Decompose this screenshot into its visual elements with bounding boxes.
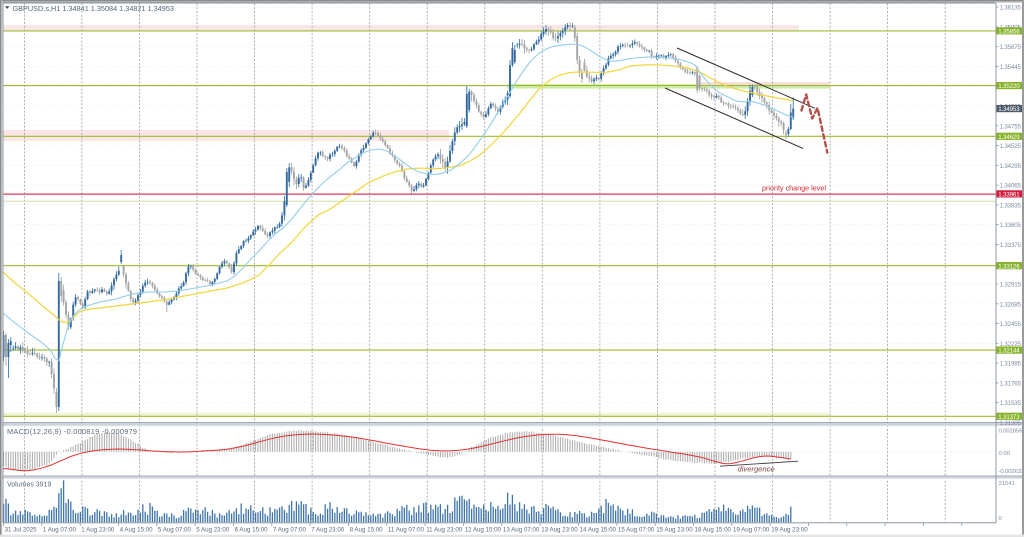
svg-text:7 Aug 07:00: 7 Aug 07:00 bbox=[273, 526, 307, 533]
svg-text:1.34629: 1.34629 bbox=[998, 134, 1020, 141]
svg-text:8 Aug 15:00: 8 Aug 15:00 bbox=[350, 526, 384, 533]
svg-text:31 Jul 2025: 31 Jul 2025 bbox=[5, 526, 38, 533]
svg-text:1.31765: 1.31765 bbox=[1000, 380, 1022, 387]
svg-text:MACD(12,26,9) -0.000819 -0.000: MACD(12,26,9) -0.000819 -0.000979 bbox=[7, 427, 137, 436]
svg-text:-0.002632: -0.002632 bbox=[999, 469, 1024, 475]
svg-text:1.33605: 1.33605 bbox=[1000, 222, 1022, 229]
svg-text:12 Aug 15:00: 12 Aug 15:00 bbox=[465, 526, 502, 533]
svg-text:1.32144: 1.32144 bbox=[998, 348, 1020, 355]
svg-text:1.32915: 1.32915 bbox=[1000, 282, 1022, 289]
svg-text:1.34065: 1.34065 bbox=[1000, 183, 1022, 190]
svg-text:divergence: divergence bbox=[738, 464, 775, 473]
svg-text:GBPUSD.s,H1 1.34841 1.35084 1: GBPUSD.s,H1 1.34841 1.35084 1.34821 1.34… bbox=[13, 4, 174, 13]
svg-text:1.35220: 1.35220 bbox=[998, 83, 1020, 90]
svg-text:18 Aug 15:00: 18 Aug 15:00 bbox=[695, 526, 732, 533]
svg-text:0.00: 0.00 bbox=[999, 451, 1011, 457]
svg-text:5 Aug 07:00: 5 Aug 07:00 bbox=[158, 526, 192, 533]
svg-text:15 Aug 23:00: 15 Aug 23:00 bbox=[656, 526, 693, 533]
svg-text:1.32225: 1.32225 bbox=[1000, 341, 1022, 348]
svg-text:Volumes 3919: Volumes 3919 bbox=[7, 482, 51, 489]
svg-text:11 Aug 23:00: 11 Aug 23:00 bbox=[426, 526, 463, 533]
svg-text:4 Aug 15:00: 4 Aug 15:00 bbox=[120, 526, 154, 533]
svg-text:1.35675: 1.35675 bbox=[1000, 44, 1022, 51]
svg-text:1.34295: 1.34295 bbox=[1000, 163, 1022, 170]
svg-text:21541: 21541 bbox=[999, 481, 1015, 487]
svg-text:14 Aug 15:00: 14 Aug 15:00 bbox=[580, 526, 617, 533]
svg-text:1.32455: 1.32455 bbox=[1000, 321, 1022, 328]
svg-text:0.002856: 0.002856 bbox=[999, 428, 1024, 434]
svg-text:19 Aug 23:00: 19 Aug 23:00 bbox=[771, 526, 808, 533]
svg-text:0: 0 bbox=[999, 516, 1003, 522]
svg-text:1.33375: 1.33375 bbox=[1000, 242, 1022, 249]
svg-text:1.33835: 1.33835 bbox=[1000, 202, 1022, 209]
svg-text:1.34755: 1.34755 bbox=[1000, 123, 1022, 130]
svg-text:1.31305: 1.31305 bbox=[1000, 420, 1022, 427]
svg-text:7 Aug 23:00: 7 Aug 23:00 bbox=[311, 526, 345, 533]
svg-text:1.33961: 1.33961 bbox=[998, 192, 1020, 199]
svg-text:1.31995: 1.31995 bbox=[1000, 361, 1022, 368]
svg-text:1.33126: 1.33126 bbox=[998, 263, 1020, 270]
svg-text:19 Aug 07:00: 19 Aug 07:00 bbox=[733, 526, 770, 533]
svg-text:11 Aug 07:00: 11 Aug 07:00 bbox=[388, 526, 425, 533]
svg-text:1.35445: 1.35445 bbox=[1000, 64, 1022, 71]
svg-text:1.32685: 1.32685 bbox=[1000, 301, 1022, 308]
svg-text:5 Aug 23:00: 5 Aug 23:00 bbox=[196, 526, 230, 533]
svg-text:13 Aug 07:00: 13 Aug 07:00 bbox=[503, 526, 540, 533]
svg-text:13 Aug 23:00: 13 Aug 23:00 bbox=[541, 526, 578, 533]
svg-text:1.31535: 1.31535 bbox=[1000, 400, 1022, 407]
svg-text:1.34525: 1.34525 bbox=[1000, 143, 1022, 150]
svg-text:15 Aug 07:00: 15 Aug 07:00 bbox=[618, 526, 655, 533]
svg-text:1 Aug 07:00: 1 Aug 07:00 bbox=[43, 526, 77, 533]
svg-text:1.34953: 1.34953 bbox=[998, 106, 1020, 113]
svg-text:1.35856: 1.35856 bbox=[998, 29, 1020, 36]
svg-text:1 Aug 23:00: 1 Aug 23:00 bbox=[81, 526, 115, 533]
svg-text:priority change level: priority change level bbox=[762, 184, 826, 193]
svg-text:1.31373: 1.31373 bbox=[998, 414, 1020, 421]
svg-text:1.36135: 1.36135 bbox=[1000, 5, 1022, 12]
svg-text:6 Aug 15:00: 6 Aug 15:00 bbox=[235, 526, 269, 533]
